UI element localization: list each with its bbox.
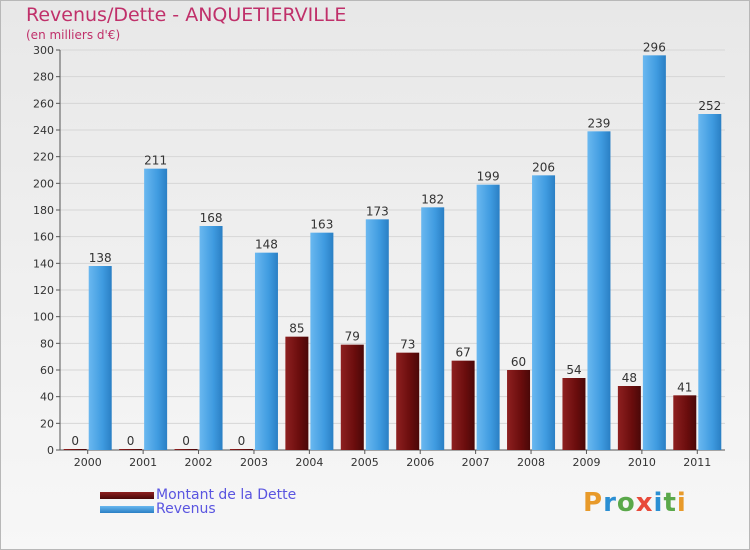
data-label: 0	[182, 434, 190, 448]
x-tick-label: 2010	[628, 456, 656, 469]
data-label: 148	[255, 238, 278, 252]
x-tick-label: 2003	[240, 456, 268, 469]
data-label: 206	[532, 160, 555, 174]
bar-dette	[63, 449, 87, 450]
data-label: 199	[477, 170, 500, 184]
data-label: 0	[127, 434, 135, 448]
bar-dette	[617, 386, 641, 450]
bar-dette	[396, 352, 420, 450]
y-tick-label: 260	[33, 97, 54, 110]
bar-revenus	[421, 207, 445, 450]
data-label: 239	[588, 116, 611, 130]
legend-swatch-dette	[100, 491, 154, 499]
bar-dette	[285, 336, 309, 450]
data-label: 163	[310, 218, 333, 232]
bar-revenus	[642, 55, 666, 450]
legend-item-dette: Montant de la Dette	[100, 487, 296, 503]
y-tick-label: 100	[33, 311, 54, 324]
logo-letter: o	[616, 488, 636, 518]
y-tick-label: 180	[33, 204, 54, 217]
bar-layer	[63, 55, 722, 451]
bar-revenus	[144, 168, 168, 450]
data-label: 85	[289, 322, 304, 336]
data-label: 60	[511, 355, 526, 369]
data-label: 48	[622, 371, 637, 385]
legend-label-revenus: Revenus	[156, 501, 216, 517]
bar-dette	[340, 344, 364, 450]
x-tick-label: 2000	[74, 456, 102, 469]
bar-revenus	[88, 266, 112, 450]
bar-dette	[673, 395, 697, 450]
data-label: 211	[144, 154, 167, 168]
data-label: 168	[200, 211, 223, 225]
bar-dette	[229, 449, 253, 450]
x-tick-label: 2007	[462, 456, 490, 469]
y-tick-label: 140	[33, 257, 54, 270]
bar-dette	[174, 449, 198, 450]
x-tick-label: 2006	[406, 456, 434, 469]
bar-revenus	[365, 219, 389, 450]
label-layer: 0 138 0 211 0 168 0 148 85 163 79 173 73 182 67 199 60 20…	[71, 40, 721, 448]
bar-dette	[562, 378, 586, 450]
logo-letter: P	[583, 488, 604, 518]
x-tick-label: 2008	[517, 456, 545, 469]
bar-revenus	[532, 175, 556, 451]
bar-revenus	[254, 252, 278, 450]
y-tick-label: 40	[40, 391, 54, 404]
data-label: 73	[400, 338, 415, 352]
chart-subtitle: (en milliers d'€)	[26, 28, 121, 42]
legend-item-revenus: Revenus	[100, 501, 216, 517]
x-tick-label: 2005	[351, 456, 379, 469]
data-label: 182	[421, 192, 444, 206]
logo-letter: x	[635, 488, 654, 518]
y-tick-label: 160	[33, 231, 54, 244]
data-label: 41	[677, 380, 692, 394]
proxiti-logo: Proxiti	[583, 488, 687, 518]
data-label: 296	[643, 40, 666, 54]
legend-swatch-revenus	[100, 505, 154, 513]
data-label: 138	[89, 251, 112, 265]
x-tick-label: 2011	[683, 456, 711, 469]
x-tick-label: 2004	[295, 456, 323, 469]
data-label: 79	[345, 330, 360, 344]
logo-letter: i	[653, 488, 664, 518]
y-tick-label: 0	[47, 444, 54, 457]
x-tick-label: 2002	[185, 456, 213, 469]
grid-layer	[60, 49, 725, 451]
chart-title: Revenus/Dette - ANQUETIERVILLE	[26, 4, 347, 26]
bar-dette	[507, 370, 531, 450]
logo-letter: r	[603, 488, 617, 518]
y-tick-label: 300	[33, 44, 54, 57]
logo-letter: i	[676, 488, 687, 518]
legend-label-dette: Montant de la Dette	[156, 487, 297, 503]
y-tick-label: 60	[40, 364, 54, 377]
y-tick-label: 280	[33, 71, 54, 84]
axis-layer: 0 20 40 60 80 100 120 140 160 180 200 220 240 260 280 3…	[33, 44, 725, 469]
y-tick-label: 240	[33, 124, 54, 137]
data-label: 67	[455, 346, 470, 360]
y-tick-label: 220	[33, 151, 54, 164]
bar-revenus	[698, 114, 722, 450]
data-label: 173	[366, 204, 389, 218]
logo-letter: t	[663, 488, 677, 518]
bar-revenus	[199, 226, 223, 450]
bar-revenus	[587, 131, 611, 451]
bar-revenus	[476, 184, 500, 450]
data-label: 0	[71, 434, 79, 448]
x-tick-label: 2001	[129, 456, 157, 469]
data-label: 252	[698, 99, 721, 113]
y-tick-label: 80	[40, 337, 54, 350]
data-label: 54	[566, 363, 581, 377]
y-tick-label: 20	[40, 417, 54, 430]
bar-revenus	[310, 232, 334, 450]
y-tick-label: 120	[33, 284, 54, 297]
bar-dette	[119, 449, 143, 450]
x-tick-label: 2009	[572, 456, 600, 469]
bar-dette	[451, 360, 475, 450]
y-tick-label: 200	[33, 177, 54, 190]
data-label: 0	[238, 434, 246, 448]
